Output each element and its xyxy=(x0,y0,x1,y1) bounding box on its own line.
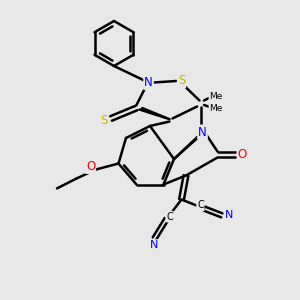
Text: C: C xyxy=(197,200,204,211)
Text: O: O xyxy=(238,148,247,161)
Text: N: N xyxy=(150,240,159,250)
Text: S: S xyxy=(178,74,185,88)
Text: S: S xyxy=(101,113,108,127)
Text: C: C xyxy=(166,212,173,222)
Text: N: N xyxy=(144,76,153,89)
Text: Me: Me xyxy=(209,104,223,113)
Text: Me: Me xyxy=(209,92,223,101)
Text: N: N xyxy=(224,210,233,220)
Text: N: N xyxy=(198,125,207,139)
Text: O: O xyxy=(86,160,95,173)
